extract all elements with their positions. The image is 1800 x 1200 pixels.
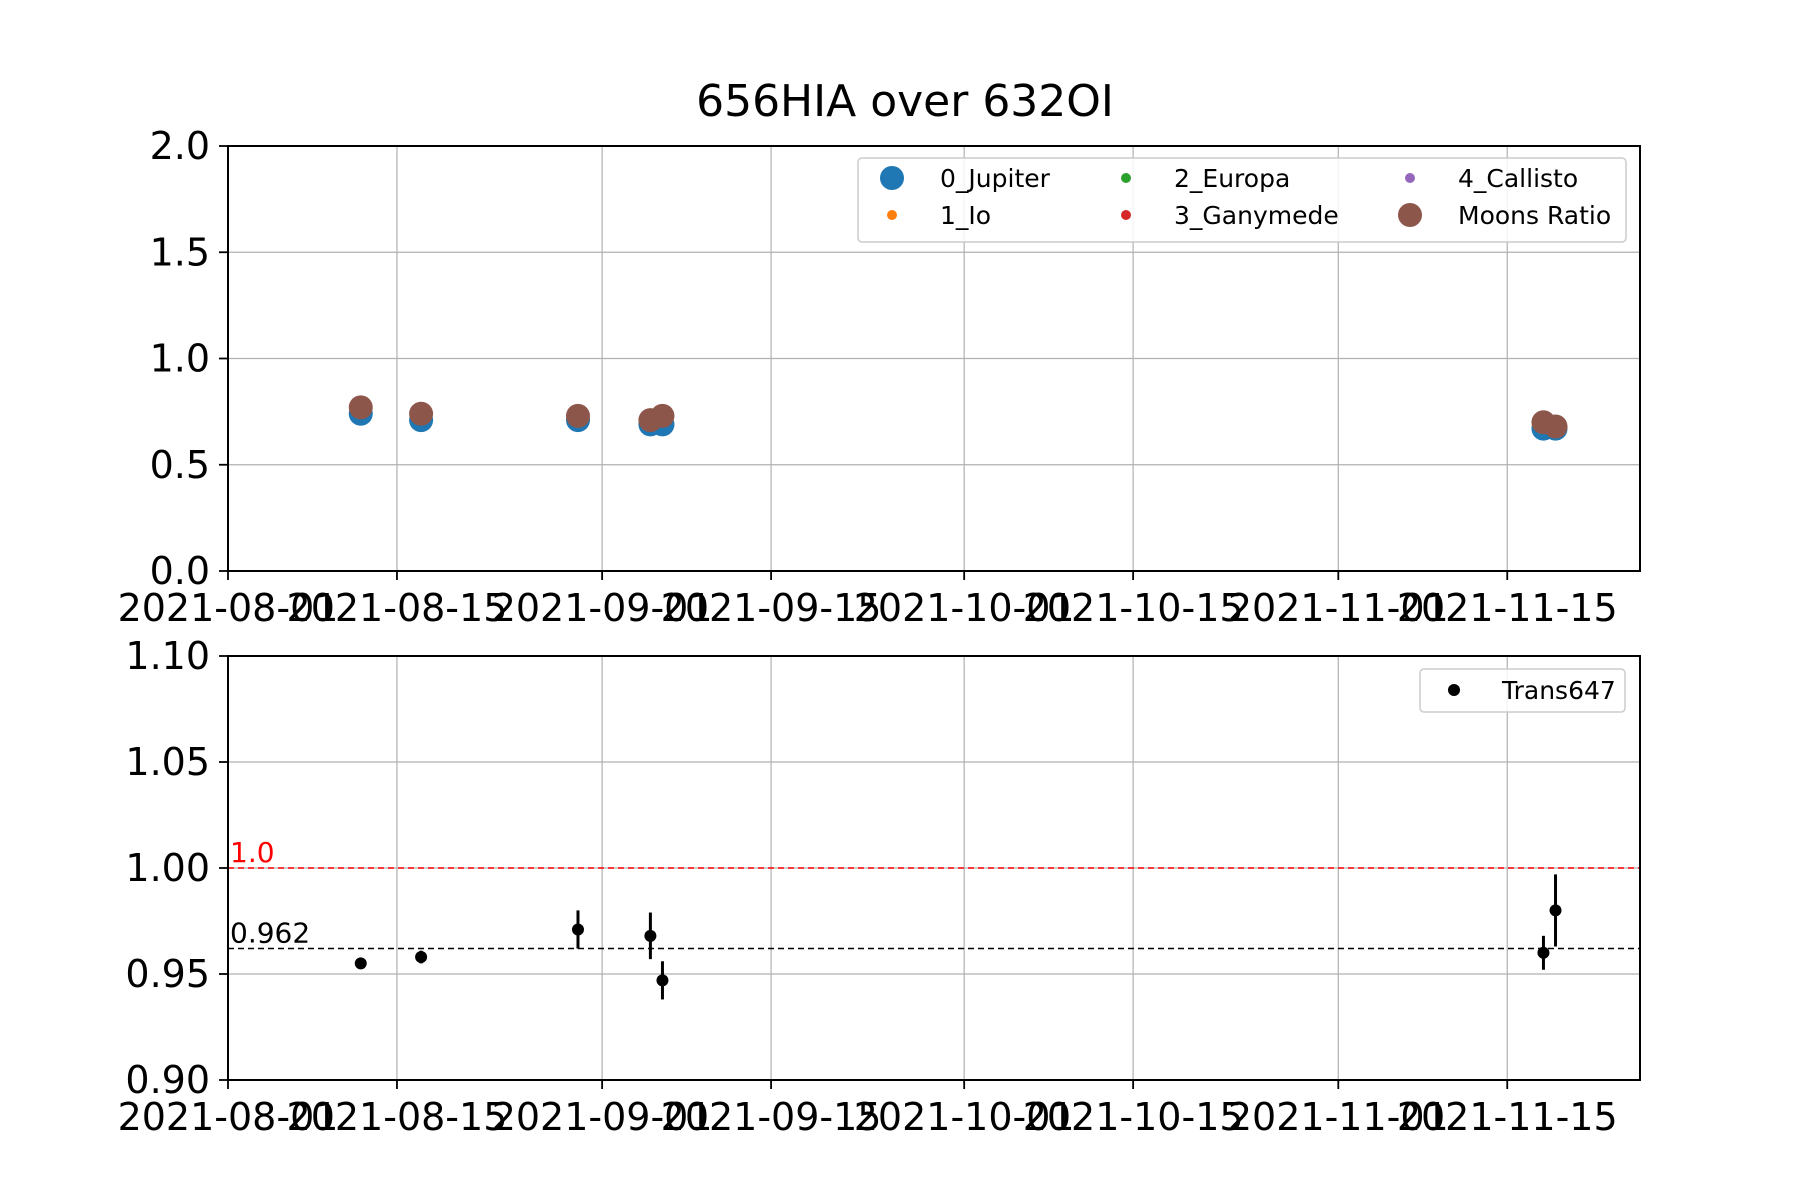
data-point: [1549, 904, 1562, 917]
data-point: [565, 403, 590, 428]
legend-marker: [1121, 210, 1131, 220]
legend-box: [857, 157, 1627, 243]
legend-label: 2_Europa: [1174, 164, 1290, 193]
legend-label: Trans647: [1501, 676, 1616, 705]
data-point: [348, 395, 373, 420]
legend-marker: [1398, 203, 1422, 227]
legend-marker: [1121, 173, 1131, 183]
x-tick-label: 2021-10-15: [1023, 1095, 1244, 1139]
legend-label: 0_Jupiter: [940, 164, 1051, 193]
y-tick-label: 0.95: [125, 952, 210, 996]
x-tick-label: 2021-11-15: [1397, 586, 1618, 630]
y-tick-label: 2.0: [150, 124, 210, 168]
y-tick-label: 1.5: [150, 230, 210, 274]
x-tick-label: 2021-09-01: [492, 586, 713, 630]
legend-label: Moons Ratio: [1458, 201, 1611, 230]
x-tick-label: 2021-09-15: [661, 1095, 882, 1139]
figure-title: 656HIA over 632OI: [696, 76, 1114, 127]
data-point: [1537, 946, 1550, 959]
legend-label: 3_Ganymede: [1174, 201, 1339, 230]
bottom-panel: 1.00.9622021-08-012021-08-152021-09-0120…: [118, 634, 1641, 1139]
reference-line-label: 1.0: [230, 836, 275, 869]
y-tick-label: 1.05: [125, 740, 210, 784]
y-tick-label: 1.10: [125, 634, 210, 678]
x-tick-label: 2021-09-01: [492, 1095, 713, 1139]
legend-marker: [887, 210, 897, 220]
data-point: [644, 929, 657, 942]
data-point: [650, 403, 675, 428]
y-tick-label: 1.00: [125, 846, 210, 890]
data-point: [656, 974, 669, 987]
legend-marker: [1448, 684, 1460, 696]
x-tick-label: 2021-10-15: [1023, 586, 1244, 630]
x-tick-label: 2021-10-01: [854, 586, 1075, 630]
top-panel: 2021-08-012021-08-152021-09-012021-09-15…: [118, 124, 1641, 630]
x-tick-label: 2021-08-15: [287, 586, 508, 630]
legend-marker: [1405, 173, 1415, 183]
data-point: [354, 957, 367, 970]
y-tick-label: 0.5: [150, 443, 210, 487]
x-tick-label: 2021-10-01: [854, 1095, 1075, 1139]
legend-label: 4_Callisto: [1458, 164, 1578, 193]
legend-box: [1419, 668, 1626, 713]
legend-marker: [880, 166, 904, 190]
x-tick-label: 2021-08-01: [118, 586, 339, 630]
x-tick-label: 2021-11-01: [1228, 1095, 1449, 1139]
data-point: [415, 951, 428, 964]
data-point: [409, 401, 434, 426]
x-tick-label: 2021-09-15: [661, 586, 882, 630]
y-tick-label: 1.0: [150, 337, 210, 381]
x-tick-label: 2021-11-15: [1397, 1095, 1618, 1139]
data-point: [571, 923, 584, 936]
y-tick-label: 0.90: [125, 1058, 210, 1102]
x-tick-label: 2021-08-01: [118, 1095, 339, 1139]
data-point: [1543, 414, 1568, 439]
legend-label: 1_Io: [940, 201, 991, 230]
reference-line-label: 0.962: [230, 917, 310, 950]
x-tick-label: 2021-11-01: [1228, 586, 1449, 630]
x-tick-label: 2021-08-15: [287, 1095, 508, 1139]
y-tick-label: 0.0: [150, 549, 210, 593]
